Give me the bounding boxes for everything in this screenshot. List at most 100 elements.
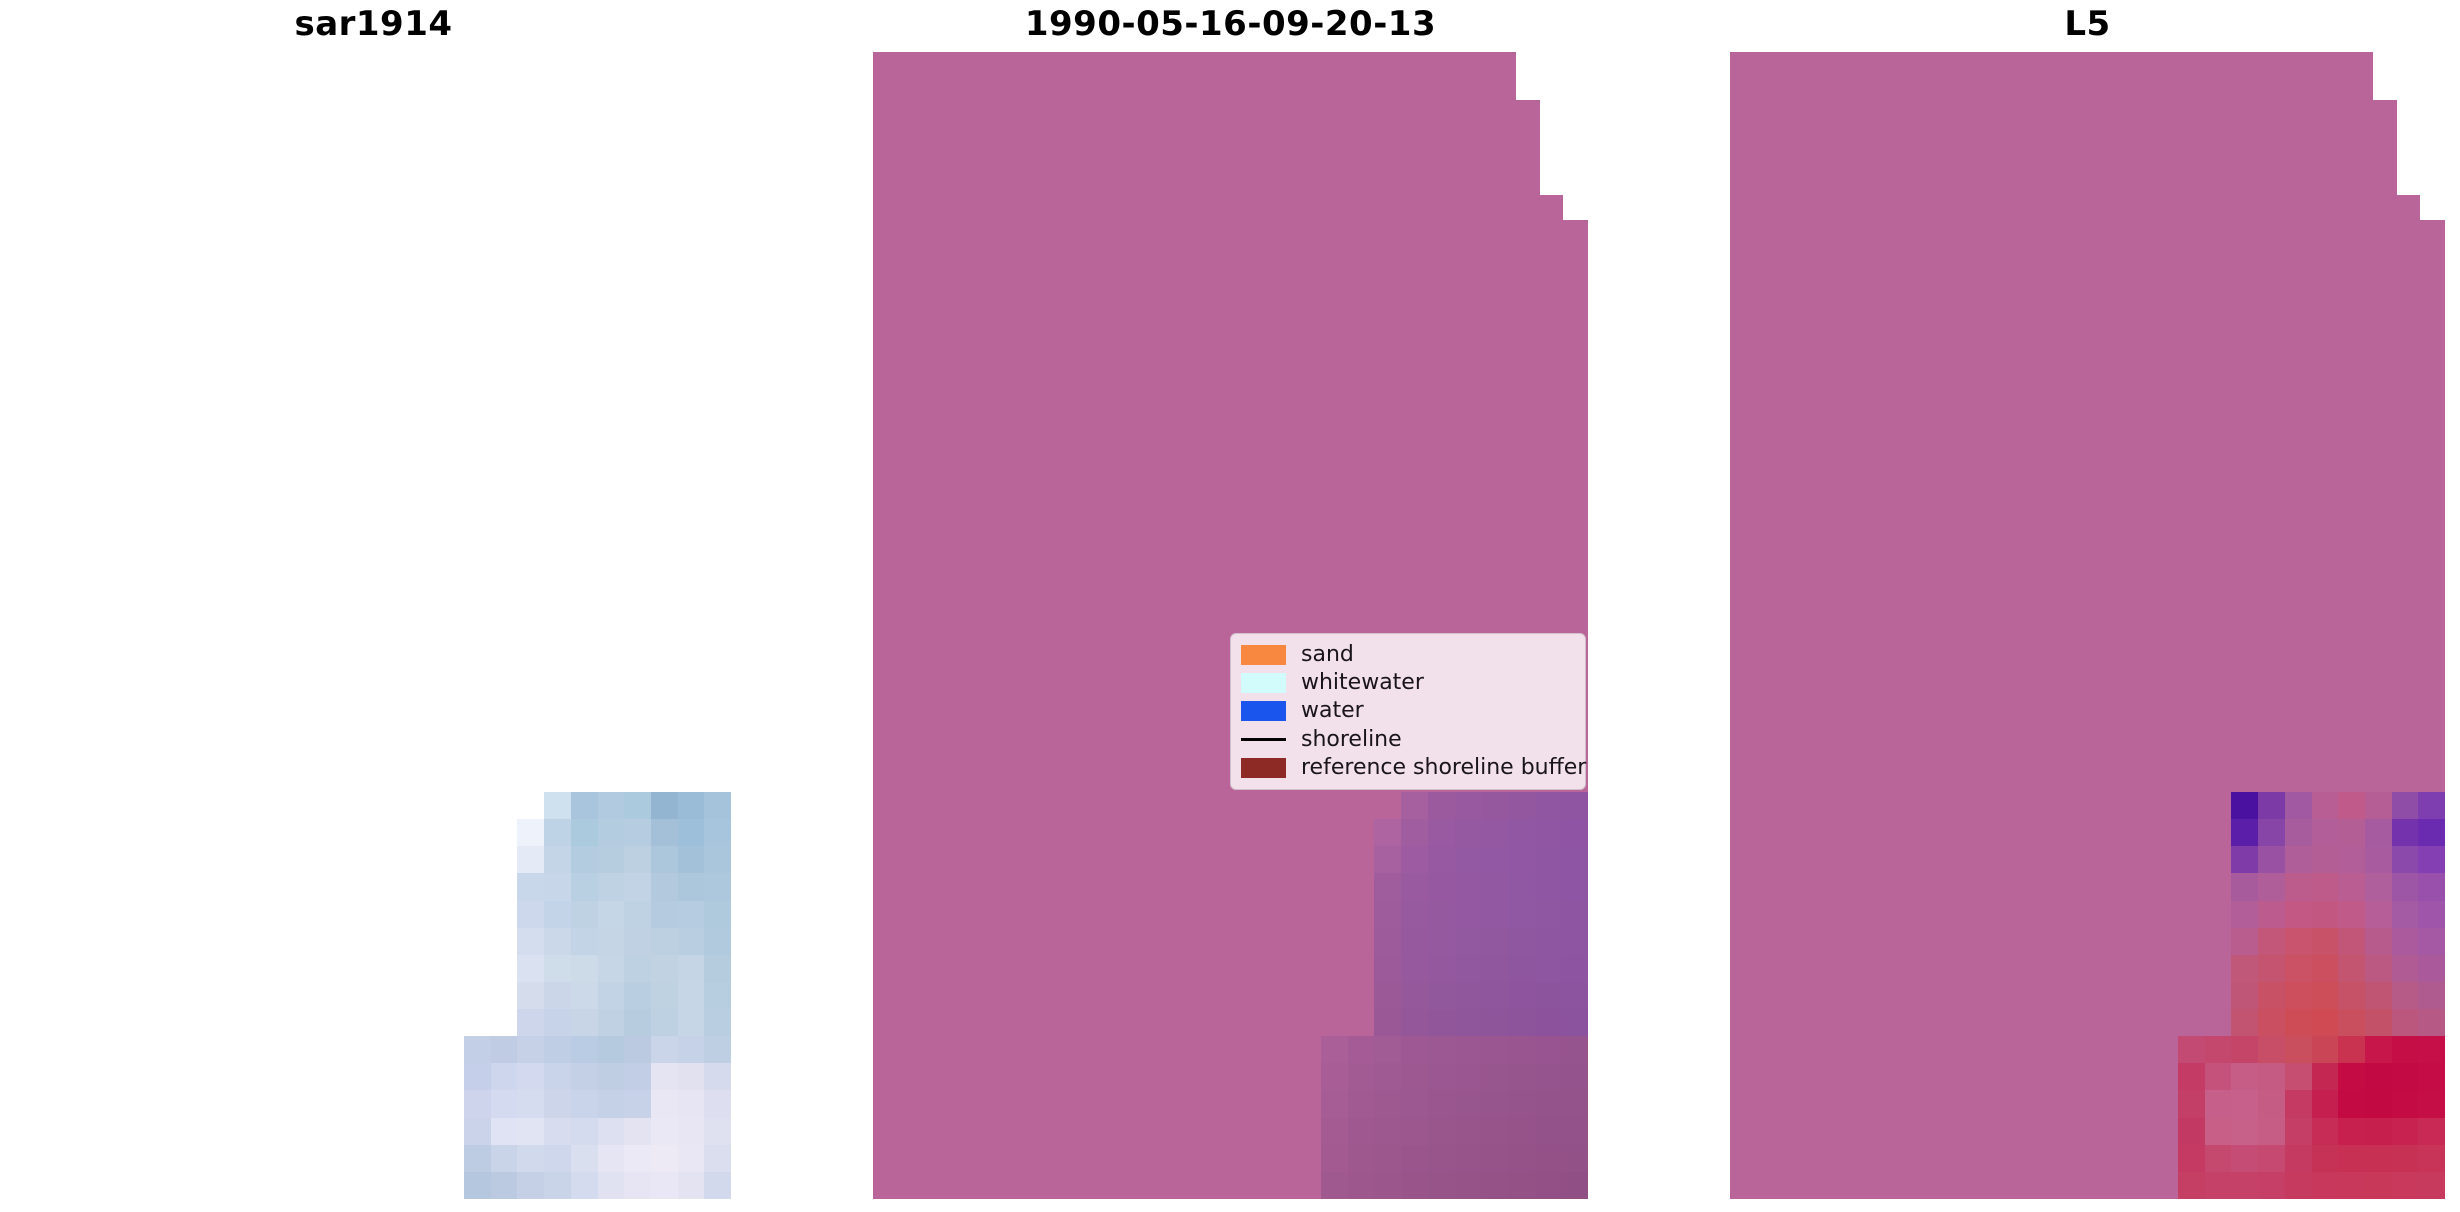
pixel-cell — [2258, 981, 2285, 1010]
pixel-cell — [2418, 1171, 2445, 1199]
pixel-cell — [2391, 927, 2419, 955]
pixel-cell — [464, 901, 491, 928]
pixel-cell — [570, 1117, 598, 1145]
pixel-cell — [1347, 1117, 1375, 1145]
legend: sand whitewater water shoreline referenc… — [1230, 633, 1586, 790]
pixel-cell — [597, 873, 625, 901]
pixel-cell — [2205, 819, 2232, 846]
pixel-cell — [2391, 1171, 2419, 1199]
pixel-cell — [2338, 927, 2365, 955]
pixel-cell — [570, 927, 598, 955]
pixel-cell — [1481, 1036, 1508, 1064]
pixel-cell — [2258, 900, 2285, 928]
pixel-cell — [1454, 954, 1482, 982]
classified-overlay-image — [1321, 792, 1588, 1199]
pixel-cell — [1481, 954, 1508, 982]
pixel-cell — [2418, 873, 2445, 901]
pixel-cell — [1507, 873, 1535, 901]
pixel-cell — [2311, 819, 2339, 847]
pixel-cell — [1348, 928, 1375, 955]
pixel-cell — [464, 928, 491, 955]
pixel-cell — [2284, 873, 2312, 901]
pixel-cell — [1427, 927, 1455, 955]
pixel-cell — [2178, 1144, 2205, 1172]
pixel-cell — [570, 846, 598, 874]
pixel-cell — [2204, 1171, 2232, 1199]
pixel-cell — [2204, 1063, 2232, 1091]
pixel-cell — [1374, 1117, 1402, 1145]
pixel-cell — [597, 900, 625, 928]
pixel-cell — [1348, 792, 1375, 819]
pixel-cell — [2284, 1063, 2312, 1091]
pixel-cell — [1374, 927, 1402, 955]
pixel-cell — [570, 792, 598, 820]
pixel-cell — [2418, 792, 2445, 820]
pixel-cell — [1347, 1036, 1375, 1064]
pixel-cell — [2364, 846, 2392, 874]
pixel-cell — [544, 1117, 571, 1145]
pixel-cell — [491, 792, 518, 819]
pixel-cell — [2364, 1171, 2392, 1199]
pixel-cell — [1561, 792, 1588, 820]
legend-label-water: water — [1301, 698, 1364, 724]
pixel-cell — [704, 792, 731, 820]
pixel-cell — [1427, 981, 1455, 1010]
pixel-cell — [650, 1171, 678, 1199]
pixel-cell — [2418, 981, 2445, 1010]
pixel-cell — [517, 954, 545, 982]
pixel-cell — [1507, 1063, 1535, 1091]
pixel-cell — [677, 927, 705, 955]
pixel-cell — [1321, 1117, 1348, 1145]
pixel-cell — [2178, 1171, 2205, 1199]
pixel-cell — [2338, 1063, 2365, 1091]
pixel-cell — [2178, 873, 2205, 900]
pixel-cell — [677, 1063, 705, 1091]
pixel-cell — [1561, 1009, 1588, 1037]
legend-item-shoreline: shoreline — [1241, 726, 1575, 753]
pixel-cell — [464, 792, 491, 819]
pixel-cell — [1427, 846, 1455, 874]
pixel-cell — [597, 927, 625, 955]
pixel-cell — [2204, 1117, 2232, 1145]
pixel-cell — [1374, 819, 1402, 847]
pixel-cell — [650, 1117, 678, 1145]
legend-item-water: water — [1241, 698, 1575, 725]
panel-title-l5: L5 — [2064, 4, 2111, 44]
pixel-cell — [1401, 1063, 1428, 1091]
pixel-cell — [2258, 1009, 2285, 1037]
pixel-cell — [2178, 1090, 2205, 1118]
pixel-cell — [2284, 981, 2312, 1010]
pixel-cell — [2311, 927, 2339, 955]
pixel-cell — [1374, 1009, 1402, 1037]
pixel-cell — [2258, 792, 2285, 820]
pixel-cell — [597, 1036, 625, 1064]
pixel-cell — [490, 1063, 518, 1091]
pixel-cell — [2364, 1090, 2392, 1118]
pixel-cell — [1401, 1171, 1428, 1199]
pixel-cell — [2391, 792, 2419, 820]
pixel-cell — [2205, 955, 2232, 982]
pixel-cell — [1427, 819, 1455, 847]
panel-title-date: 1990-05-16-09-20-13 — [1024, 4, 1437, 44]
reference-shoreline-buffer-swatch — [1241, 757, 1286, 778]
pixel-cell — [570, 981, 598, 1010]
pixel-cell — [2364, 1036, 2392, 1064]
pixel-cell — [1534, 927, 1562, 955]
pixel-cell — [491, 928, 518, 955]
pixel-cell — [2204, 1090, 2232, 1118]
pixel-cell — [597, 1117, 625, 1145]
pixel-cell — [1401, 1117, 1428, 1145]
pixel-cell — [704, 1063, 731, 1091]
pixel-cell — [677, 981, 705, 1010]
pixel-cell — [1534, 873, 1562, 901]
pixel-cell — [464, 873, 491, 900]
pixel-cell — [2338, 1036, 2365, 1064]
pixel-cell — [624, 1063, 651, 1091]
pixel-cell — [650, 873, 678, 901]
pixel-cell — [1507, 981, 1535, 1010]
pixel-cell — [624, 900, 651, 928]
pixel-cell — [464, 846, 491, 873]
pixel-cell — [624, 981, 651, 1010]
pixel-cell — [2338, 1117, 2365, 1145]
pixel-cell — [2258, 1144, 2285, 1172]
